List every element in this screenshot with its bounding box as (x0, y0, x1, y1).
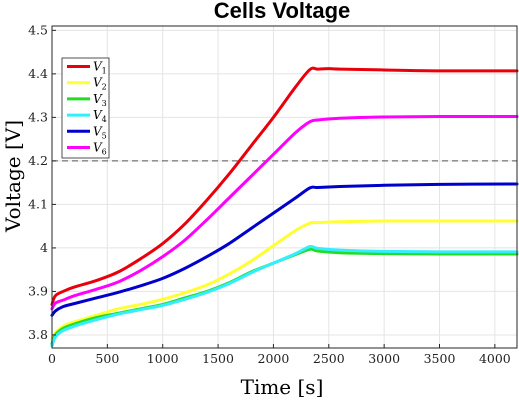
legend-label-main: V (93, 76, 103, 90)
chart-title: Cells Voltage (214, 0, 351, 23)
legend-label-main: V (93, 141, 103, 155)
x-tick-label: 3000 (368, 351, 400, 366)
x-tick-label: 2000 (258, 351, 290, 366)
series-line-V6 (50, 114, 519, 311)
y-tick-label: 4.5 (28, 22, 48, 37)
legend-label-subscript: 6 (102, 148, 107, 157)
legend-label-subscript: 3 (102, 99, 107, 108)
y-tick-label: 4.3 (28, 109, 48, 124)
series-line-V1 (50, 66, 519, 306)
x-tick-label: 3500 (424, 351, 456, 366)
series-line-V4 (50, 244, 519, 348)
legend-label-subscript: 1 (102, 67, 107, 76)
x-tick-label: 1500 (202, 351, 234, 366)
y-tick-label: 4.4 (28, 66, 48, 81)
x-tick-label: 2500 (313, 351, 345, 366)
legend-label: V2 (93, 76, 107, 92)
x-tick-label: 4000 (479, 351, 511, 366)
series-line-V5 (50, 182, 519, 317)
legend-label-subscript: 2 (102, 83, 107, 92)
y-tick-label: 4.2 (28, 153, 48, 168)
legend-label-main: V (93, 60, 103, 74)
legend-label-subscript: 5 (102, 131, 107, 140)
series-line-V2 (50, 219, 519, 341)
y-tick-label: 3.9 (28, 283, 48, 298)
legend-label-main: V (93, 124, 103, 138)
legend-label: V3 (93, 92, 107, 108)
legend-label-subscript: 4 (102, 115, 107, 124)
tick-layer: 0 500 1000 1500 2000 2500 3000 3500 4000 3.8 3.9 4 4… (28, 22, 511, 366)
y-tick-label: 3.8 (28, 327, 48, 342)
legend-label-main: V (93, 108, 103, 122)
legend-label: V5 (93, 124, 107, 140)
x-axis-label: Time [s] (241, 375, 324, 399)
legend-box (61, 57, 110, 159)
y-tick-label: 4 (40, 240, 48, 255)
x-tick-label: 0 (48, 351, 56, 366)
legend-label-main: V (93, 92, 103, 106)
legend-label: V1 (93, 60, 107, 76)
x-tick-label: 500 (95, 351, 119, 366)
series-layer (50, 66, 519, 348)
legend-label: V4 (93, 108, 107, 124)
grid (51, 26, 517, 348)
legend-label: V6 (93, 141, 107, 157)
y-tick-label: 4.1 (28, 196, 48, 211)
y-axis-label: Voltage [V] (1, 120, 25, 233)
plot-frame (51, 25, 518, 349)
series-line-V3 (50, 247, 519, 346)
x-tick-label: 1000 (147, 351, 179, 366)
